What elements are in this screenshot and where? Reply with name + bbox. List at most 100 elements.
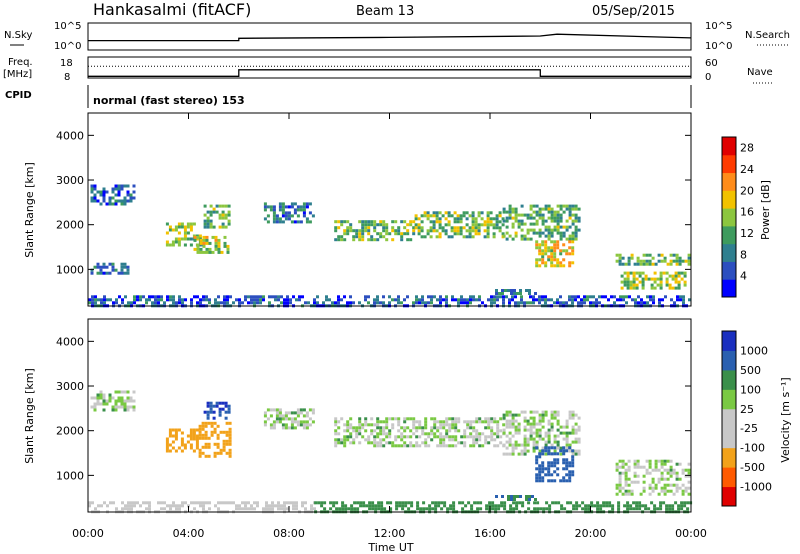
data-cell [228, 433, 232, 437]
data-cell [358, 432, 362, 436]
data-cell [641, 277, 645, 281]
data-cell [435, 211, 439, 215]
data-cell [519, 292, 522, 295]
data-cell [550, 255, 554, 259]
data-cell [541, 207, 545, 211]
colorbar-tick-label: 24 [740, 163, 754, 176]
data-cell [520, 410, 524, 414]
data-cell [412, 423, 416, 427]
data-cell [568, 204, 572, 208]
data-cell [102, 393, 106, 397]
data-cell [635, 271, 639, 275]
velocity-panel-frame [87, 318, 692, 513]
data-cell [502, 234, 506, 238]
data-cell [385, 435, 389, 439]
data-cell [502, 431, 506, 435]
data-cell [302, 214, 306, 218]
data-cell [644, 274, 648, 278]
data-cell [532, 295, 535, 299]
data-cell [127, 501, 130, 505]
data-cell [672, 492, 676, 496]
data-cell [541, 240, 545, 244]
data-cell [376, 423, 380, 427]
data-cell [572, 507, 576, 511]
data-cell [568, 298, 571, 302]
data-cell [574, 234, 578, 238]
x-tick-label: 00:00 [675, 527, 707, 540]
data-cell [442, 420, 446, 424]
data-cell [280, 507, 283, 511]
data-cell [193, 235, 197, 239]
data-cell [414, 223, 418, 227]
data-cell [527, 501, 531, 505]
data-cell [565, 449, 569, 453]
data-cell [475, 438, 479, 442]
data-cell [412, 420, 416, 424]
data-cell [445, 420, 449, 424]
data-cell [148, 504, 151, 508]
data-cell [562, 446, 566, 450]
data-cell [577, 437, 581, 441]
data-cell [481, 432, 485, 436]
data-cell [574, 422, 578, 426]
data-cell [618, 483, 622, 487]
data-cell [93, 187, 97, 191]
data-cell [349, 295, 352, 299]
data-cell [373, 301, 376, 305]
data-cell [265, 504, 268, 508]
data-cell [495, 292, 498, 295]
data-cell [178, 507, 181, 511]
data-cell [556, 301, 559, 305]
data-cell [385, 417, 389, 421]
data-cell [293, 220, 297, 224]
data-cell [514, 419, 518, 423]
data-cell [271, 504, 274, 508]
data-cell [643, 301, 646, 305]
data-cell [343, 232, 347, 236]
data-cell [541, 213, 545, 217]
data-cell [334, 429, 338, 433]
data-cell [571, 301, 574, 305]
data-cell [492, 226, 496, 230]
data-cell [208, 301, 211, 305]
data-cell [571, 213, 575, 217]
data-cell [538, 234, 542, 238]
data-cell [642, 259, 646, 263]
data-cell [556, 467, 560, 471]
data-cell [111, 405, 115, 409]
data-cell [165, 222, 169, 226]
data-cell [532, 410, 536, 414]
data-cell [120, 187, 124, 191]
data-cell [571, 464, 575, 468]
data-cell [550, 252, 554, 256]
data-cell [456, 226, 460, 230]
data-cell [118, 295, 121, 299]
data-cell [115, 298, 118, 302]
data-cell [478, 420, 482, 424]
data-cell [334, 226, 338, 230]
data-cell [418, 426, 422, 430]
data-cell [308, 408, 312, 412]
data-cell [592, 301, 595, 305]
data-cell [227, 204, 231, 208]
data-cell [502, 413, 506, 417]
data-cell [193, 238, 197, 242]
data-cell [400, 435, 404, 439]
data-cell [299, 420, 303, 424]
data-cell [448, 423, 452, 427]
y-tick-label: 4000 [56, 129, 84, 142]
data-cell [468, 229, 472, 233]
data-cell [457, 301, 460, 305]
data-cell [508, 216, 512, 220]
data-cell [435, 217, 439, 221]
data-cell [168, 431, 172, 435]
data-cell [659, 274, 663, 278]
data-cell [514, 440, 518, 444]
data-cell [529, 434, 533, 438]
data-cell [293, 417, 297, 421]
data-cell [415, 301, 418, 305]
colorbar-swatch [722, 486, 736, 507]
data-cell [376, 426, 380, 430]
data-cell [433, 426, 437, 430]
data-cell [370, 223, 374, 227]
